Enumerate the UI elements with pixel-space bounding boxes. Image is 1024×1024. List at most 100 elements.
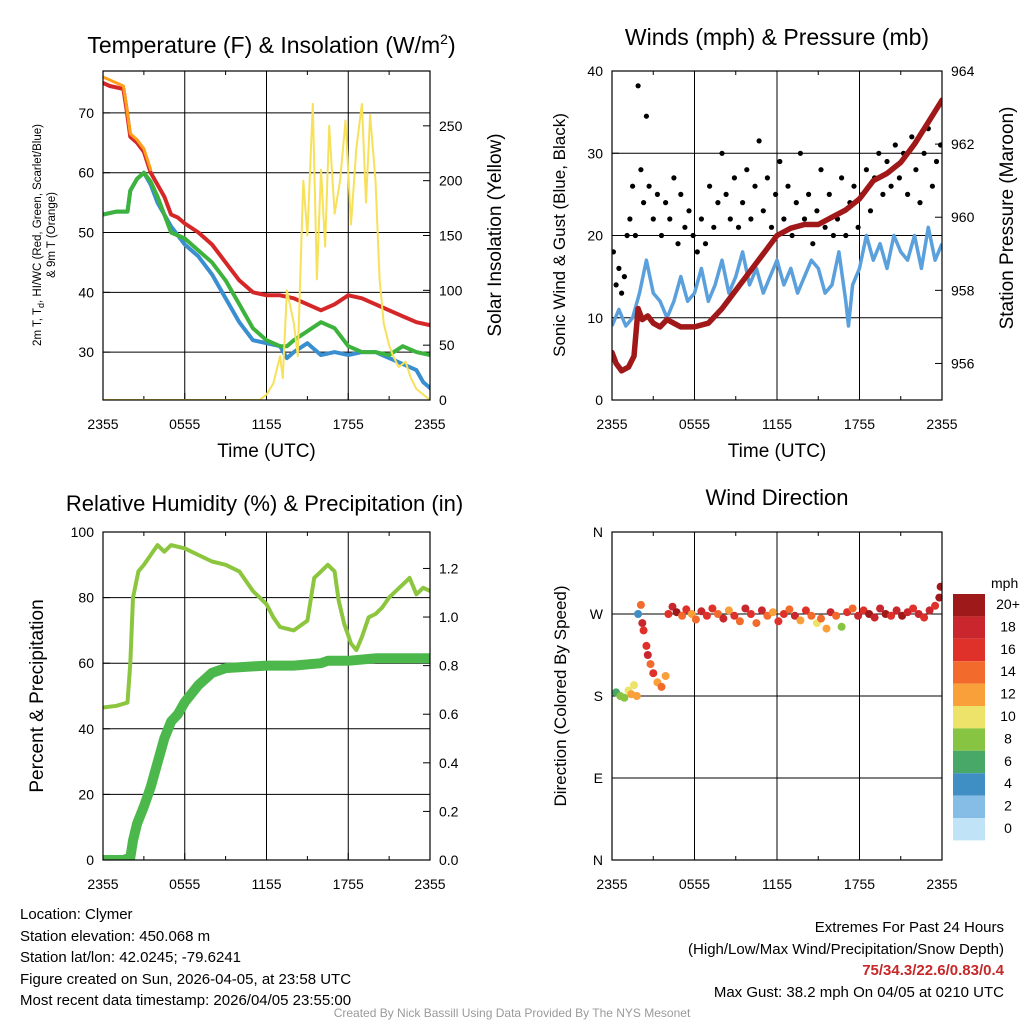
gust-point	[650, 216, 656, 222]
y-tick-label: 60	[78, 655, 94, 671]
direction-point	[920, 613, 929, 622]
y-right-tick-label: 0.0	[439, 852, 459, 868]
gust-point	[663, 200, 669, 206]
y-tick-label: 10	[587, 310, 603, 326]
legend-swatch	[953, 795, 985, 818]
gust-point	[822, 224, 828, 230]
direction-point	[832, 611, 841, 620]
y-right-tick-label: 0.8	[439, 658, 459, 674]
legend-label: 0	[1004, 820, 1012, 836]
gust-point	[646, 183, 652, 189]
direction-point	[687, 610, 696, 618]
y-right-tick-label: 200	[439, 173, 463, 189]
pressure-line	[612, 97, 942, 374]
direction-point	[620, 693, 629, 702]
y-right-tick-label: 956	[951, 355, 975, 371]
direction-point	[682, 605, 691, 614]
gust-point	[921, 150, 927, 156]
y-axis-label-line2: & 9m T (Orange)	[46, 192, 58, 278]
gust-point	[654, 191, 661, 197]
gust-point	[756, 138, 762, 144]
title-superscript: 2	[440, 31, 448, 47]
direction-point	[643, 651, 652, 659]
x-tick-label: 2355	[414, 876, 445, 892]
direction-point	[646, 660, 655, 669]
gust-point	[913, 167, 919, 173]
legend-swatch	[953, 728, 985, 751]
series-group	[612, 83, 942, 374]
winds-pressure-panel: 2355 0555 1155 1755 2355 0 10 20 30 40 956 958 960 96…	[550, 24, 1018, 462]
legend-swatch	[953, 638, 985, 662]
direction-point	[936, 582, 942, 591]
direction-point	[708, 604, 717, 613]
y-axis-label: Direction (Colored By Speed)	[551, 585, 570, 806]
gust-point	[888, 183, 894, 189]
gust-point	[785, 183, 791, 189]
direction-point	[746, 610, 755, 618]
direction-point	[768, 608, 777, 617]
gust-point	[613, 282, 619, 288]
series-group	[103, 543, 430, 860]
extremes-box: Extremes For Past 24 Hours (High/Low/Max…	[688, 917, 1004, 1003]
x-tick-label: 2355	[596, 416, 627, 432]
station-elevation: Station elevation: 450.068 m	[20, 927, 211, 945]
gust-point	[735, 224, 742, 230]
title-main: Temperature (F) & Insolation (W/m	[87, 32, 440, 58]
series-line-rh	[103, 543, 430, 710]
y-tick-label: 80	[78, 590, 94, 606]
direction-point	[892, 606, 901, 615]
x-tick-label: 1755	[333, 416, 364, 432]
gust-point	[801, 216, 808, 222]
plot-border	[611, 531, 943, 861]
max-gust: Max Gust: 38.2 mph On 04/05 at 0210 UTC	[713, 983, 1004, 1001]
direction-point	[735, 617, 744, 626]
y-tick-label: N	[593, 524, 603, 540]
y-tick-label: 50	[78, 225, 94, 241]
y-right-tick-label: 1.2	[439, 560, 459, 576]
x-tick-label: 1755	[844, 876, 875, 892]
legend-swatch	[953, 594, 985, 617]
y-tick-label: 60	[78, 165, 94, 181]
gust-point	[876, 150, 882, 156]
x-tick-label: 2355	[926, 876, 957, 892]
x-tick-label: 1155	[762, 416, 792, 432]
direction-point	[661, 672, 670, 680]
direction-point	[779, 610, 788, 618]
extremes-values: 75/34.3/22.6/0.83/0.4	[862, 962, 1004, 979]
y-tick-label: 0	[595, 392, 603, 408]
series-group	[612, 582, 942, 702]
direction-point	[774, 617, 783, 626]
direction-point	[837, 622, 846, 631]
gust-point	[826, 191, 832, 197]
legend-label: 8	[1004, 730, 1012, 746]
y-right-tick-label: 958	[951, 282, 975, 298]
temperature-panel: 2355 0555 1155 1755 2355 30 40 50 60 70 0 50 100 150 2…	[32, 31, 506, 462]
gust-point	[768, 224, 775, 230]
station-latlon: Station lat/lon: 42.0245; -79.6241	[20, 949, 242, 966]
gust-point	[678, 191, 684, 197]
gust-point	[764, 175, 771, 181]
direction-point	[697, 607, 706, 616]
direction-point	[870, 613, 879, 622]
gust-point	[814, 208, 820, 214]
direction-point	[807, 611, 816, 620]
gust-point	[744, 167, 750, 173]
direction-point	[630, 681, 638, 690]
legend-label: 6	[1004, 753, 1012, 769]
x-tick-label: 1755	[333, 876, 364, 892]
direction-point	[785, 605, 794, 614]
y-tick-label: N	[593, 852, 603, 868]
x-tick-label: 0555	[679, 876, 710, 892]
direction-point	[925, 606, 934, 615]
extremes-subtitle: (High/Low/Max Wind/Precipitation/Snow De…	[688, 940, 1004, 958]
gust-point	[880, 191, 886, 197]
y-right-tick-label: 1.0	[439, 609, 459, 625]
direction-point	[796, 616, 805, 625]
gust-point	[627, 216, 633, 222]
y-tick-label: 40	[78, 284, 94, 300]
direction-point	[757, 606, 766, 615]
legend-label: 12	[1000, 686, 1016, 702]
gust-point	[675, 241, 681, 247]
direction-point	[634, 610, 643, 618]
legend-swatch	[953, 818, 985, 841]
